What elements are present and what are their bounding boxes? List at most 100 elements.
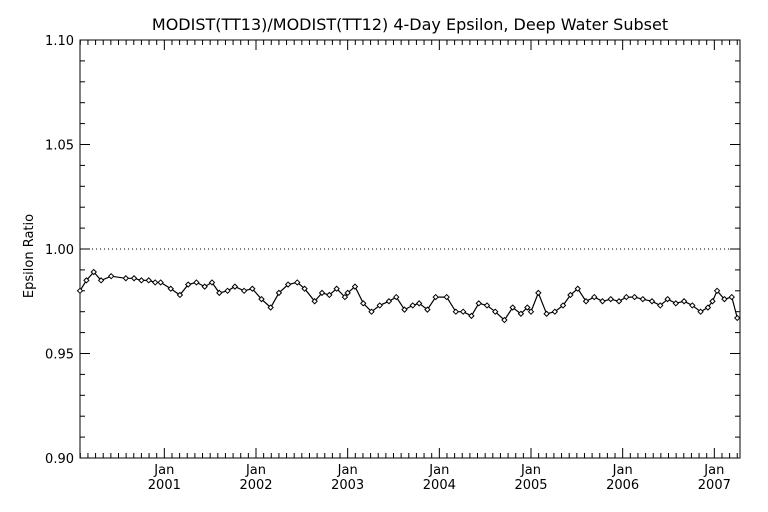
data-point: [721, 295, 728, 303]
data-point: [509, 304, 516, 311]
data-point: [275, 289, 283, 297]
data-point: [475, 300, 482, 307]
data-point: [401, 306, 408, 313]
data-point: [216, 289, 223, 297]
data-point: [184, 281, 192, 288]
data-point: [326, 291, 333, 299]
data-point: [517, 310, 525, 317]
data-point: [697, 308, 704, 315]
data-point: [294, 279, 301, 286]
x-tick-month-label: Jan: [337, 463, 358, 478]
data-point: [527, 308, 535, 315]
axis-ticks: 0.900.951.001.051.10Jan2001Jan2002Jan200…: [45, 34, 740, 493]
y-tick-label: 0.90: [45, 452, 74, 467]
data-point: [97, 277, 105, 284]
data-point: [492, 308, 499, 315]
data-point: [615, 298, 623, 305]
x-tick-year-label: 2004: [423, 478, 456, 493]
data-point: [76, 287, 84, 295]
data-point: [409, 302, 416, 309]
data-point: [360, 300, 367, 307]
data-point: [648, 298, 656, 305]
y-tick-label: 1.05: [45, 139, 74, 154]
y-tick-label: 0.95: [45, 348, 74, 363]
data-point: [574, 285, 581, 292]
data-point: [415, 300, 423, 307]
data-point: [734, 314, 741, 322]
data-point: [351, 283, 359, 290]
data-point: [709, 298, 716, 305]
data-point: [193, 279, 200, 286]
data-point: [90, 268, 97, 276]
data-point: [376, 302, 383, 309]
y-tick-label: 1.00: [45, 243, 74, 258]
data-point: [333, 285, 340, 292]
data-point: [672, 300, 680, 307]
x-tick-month-label: Jan: [153, 463, 174, 478]
data-point: [432, 293, 439, 301]
data-point: [208, 279, 216, 286]
data-point: [151, 279, 159, 286]
data-point: [623, 293, 630, 301]
data-point: [130, 275, 138, 282]
data-point: [176, 291, 184, 299]
x-tick-year-label: 2005: [514, 478, 547, 493]
data-point: [138, 277, 145, 284]
data-point: [311, 298, 318, 305]
data-point: [258, 295, 265, 303]
data-point: [240, 287, 248, 295]
x-tick-year-label: 2003: [331, 478, 364, 493]
data-point: [468, 312, 475, 320]
x-tick-year-label: 2006: [606, 478, 639, 493]
data-point: [704, 304, 712, 311]
data-point: [582, 298, 590, 305]
data-point: [459, 308, 467, 315]
data-point: [591, 293, 598, 301]
data-point: [249, 285, 256, 292]
data-point: [639, 295, 647, 303]
data-point: [567, 291, 574, 299]
data-point: [344, 289, 351, 297]
data-point: [501, 316, 508, 324]
data-point: [713, 287, 721, 295]
data-point: [167, 285, 174, 292]
data-point: [231, 283, 239, 290]
y-tick-label: 1.10: [45, 34, 74, 49]
data-point: [122, 275, 130, 282]
y-axis-label: Epsilon Ratio: [22, 214, 37, 298]
data-point: [341, 293, 349, 301]
data-point: [107, 272, 115, 280]
data-point: [657, 302, 664, 309]
data-point: [524, 304, 531, 311]
data-point: [543, 310, 550, 317]
data-point: [551, 308, 559, 315]
data-point: [689, 302, 696, 309]
x-tick-month-label: Jan: [612, 463, 633, 478]
data-point: [301, 285, 308, 292]
data-point: [483, 302, 491, 309]
x-tick-month-label: Jan: [245, 463, 266, 478]
data-point: [535, 289, 542, 297]
data-point: [631, 293, 638, 301]
data-point: [368, 308, 375, 315]
data-point: [607, 295, 614, 303]
plot-frame: [79, 39, 741, 459]
data-point: [728, 293, 735, 301]
data-point: [452, 308, 460, 315]
series-group: [76, 268, 741, 324]
data-point: [284, 281, 292, 288]
x-tick-year-label: 2002: [239, 478, 272, 493]
data-point: [664, 295, 671, 303]
data-point: [424, 306, 431, 313]
data-point: [559, 302, 567, 309]
data-point: [393, 293, 400, 301]
x-tick-year-label: 2001: [148, 478, 181, 493]
data-point: [201, 283, 208, 290]
data-point: [157, 279, 164, 286]
x-tick-month-label: Jan: [520, 463, 541, 478]
data-point: [680, 298, 688, 305]
data-point: [267, 304, 274, 311]
chart-title: MODIST(TT13)/MODIST(TT12) 4-Day Epsilon,…: [152, 15, 668, 34]
